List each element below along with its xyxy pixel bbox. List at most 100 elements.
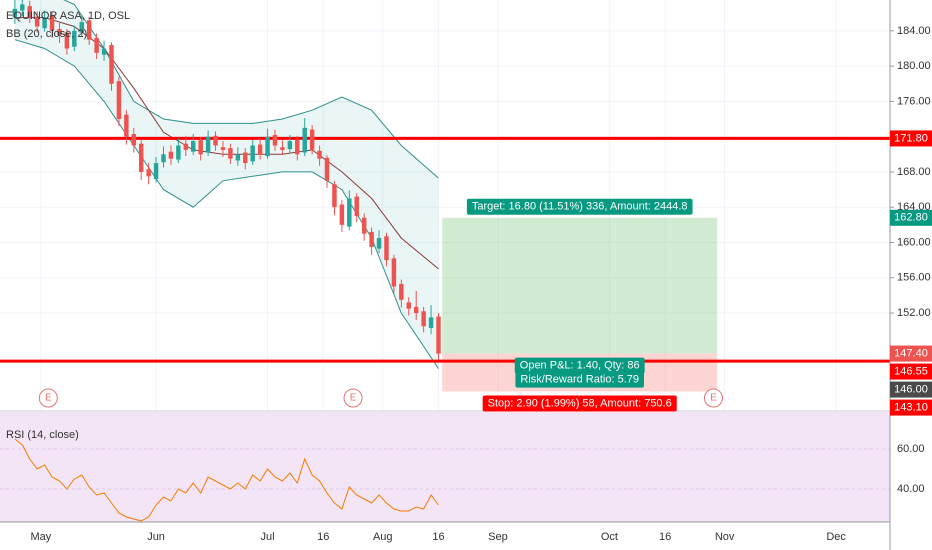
- rsi-pane: [0, 412, 890, 522]
- candle-body: [228, 148, 233, 159]
- pnl-label-bg: [514, 357, 645, 374]
- x-tick-label: Jul: [261, 531, 275, 543]
- candle-body: [124, 114, 129, 137]
- x-tick-label: 16: [659, 531, 671, 543]
- stop-label-bg: [482, 395, 677, 412]
- y-tick-label: 180.00: [897, 60, 931, 72]
- x-tick-label: Jun: [147, 531, 165, 543]
- candle-body: [257, 144, 263, 155]
- candle-body: [116, 81, 122, 120]
- candle-body: [205, 136, 211, 153]
- rsi-tick-label: 60.00: [897, 443, 925, 455]
- candle-body: [354, 196, 359, 217]
- x-tick-label: 16: [432, 531, 444, 543]
- candle-body: [332, 184, 337, 208]
- pnl-label: Open P&L: 1.40, Qty: 86: [520, 359, 640, 371]
- y-tick-label: 152.00: [897, 307, 931, 319]
- price-pane: [0, 0, 890, 392]
- price-flag-label: 147.40: [894, 347, 928, 359]
- candle-body: [272, 134, 278, 146]
- candle-body: [146, 169, 151, 177]
- candle-body: [324, 157, 330, 181]
- candle-body: [191, 141, 196, 152]
- candle-body: [384, 236, 389, 261]
- candle-body: [428, 317, 434, 328]
- candle-body: [280, 147, 285, 150]
- stop-label: Stop: 2.90 (1.99%) 58, Amount: 750.6: [488, 397, 672, 409]
- candle-body: [198, 140, 203, 155]
- candle-body: [347, 198, 352, 227]
- y-tick-label: 156.00: [897, 272, 931, 284]
- y-tick-label: 168.00: [897, 166, 931, 178]
- candle-body: [176, 145, 181, 160]
- candle-body: [168, 151, 174, 159]
- target-zone: [442, 217, 718, 354]
- earnings-label: E: [710, 393, 717, 404]
- bb-lower: [14, 39, 439, 369]
- target-label: Target: 16.80 (11.51%) 336, Amount: 2444…: [472, 201, 688, 213]
- rsi-tick-label: 40.00: [897, 483, 925, 495]
- candle-body: [72, 30, 77, 47]
- candle-body: [235, 154, 241, 161]
- candle-body: [406, 302, 411, 309]
- candle-body: [27, 6, 32, 18]
- candle-body: [213, 135, 218, 146]
- candle-body: [42, 17, 47, 29]
- price-flag: [890, 209, 932, 226]
- price-flag: [890, 130, 932, 147]
- symbol-title: EQUINOR ASA, 1D, OSL: [6, 10, 130, 22]
- candle-body: [436, 316, 441, 354]
- price-flag-label: 146.55: [894, 365, 928, 377]
- candle-body: [317, 150, 322, 159]
- price-flag-label: 171.80: [894, 132, 928, 144]
- earnings-marker: [38, 388, 58, 408]
- candle-body: [161, 154, 166, 163]
- x-tick-label: May: [30, 531, 51, 543]
- rr-label: Risk/Reward Ratio: 5.79: [520, 373, 639, 385]
- candle-body: [391, 258, 397, 287]
- candle-body: [243, 152, 248, 164]
- price-flag-label: 162.80: [894, 212, 928, 224]
- candle-body: [287, 141, 293, 150]
- candle-body: [421, 311, 426, 327]
- x-tick-label: Dec: [826, 531, 846, 543]
- candle-body: [12, 8, 18, 18]
- candle-body: [20, 4, 25, 11]
- price-flag: [890, 363, 932, 380]
- price-flag-label: 146.00: [894, 383, 928, 395]
- candle-body: [295, 139, 300, 155]
- earnings-marker: [703, 388, 723, 408]
- candle-body: [183, 143, 189, 150]
- candle-body: [64, 32, 70, 49]
- candle-body: [220, 147, 226, 150]
- candle-body: [265, 136, 270, 157]
- bb-legend: BB (20, close, 2): [6, 28, 87, 40]
- candle-body: [413, 306, 419, 314]
- candle-body: [79, 22, 84, 33]
- candle-body: [49, 15, 55, 31]
- y-tick-label: 160.00: [897, 236, 931, 248]
- candle-body: [131, 134, 137, 146]
- candle-body: [109, 44, 114, 84]
- target-label-bg: [466, 198, 693, 215]
- candle-body: [86, 20, 92, 40]
- candle-body: [101, 48, 107, 55]
- x-tick-label: 16: [317, 531, 329, 543]
- earnings-label: E: [350, 393, 357, 404]
- y-tick-label: 184.00: [897, 25, 931, 37]
- candle-body: [309, 129, 315, 150]
- price-flag: [890, 399, 932, 416]
- candle-body: [399, 283, 404, 300]
- x-tick-label: Oct: [601, 531, 618, 543]
- candle-body: [302, 127, 307, 153]
- candle-body: [369, 231, 374, 247]
- overlay: EQUINOR ASA, 1D, OSL BB (20, close, 2) R…: [6, 10, 723, 441]
- candle-body: [376, 238, 382, 249]
- candle-body: [153, 163, 159, 179]
- candle-body: [138, 143, 144, 172]
- rsi-background: [0, 412, 890, 522]
- y-tick-label: 176.00: [897, 95, 931, 107]
